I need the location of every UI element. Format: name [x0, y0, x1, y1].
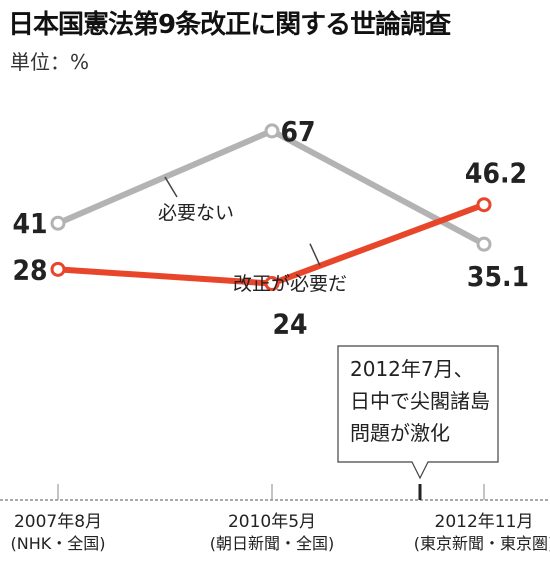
series-0-value-1: 67 — [280, 115, 315, 148]
unit-label: 単位：% — [10, 50, 90, 74]
series-0-value-0: 41 — [12, 207, 47, 240]
series-0-point-0 — [50, 215, 66, 231]
series-0-point-1 — [264, 123, 280, 139]
x-tick-label-0: 2007年8月 — [14, 512, 102, 532]
series-1-point-0 — [50, 261, 66, 277]
series-1-value-1: 24 — [272, 308, 307, 341]
series-0-value-2: 35.1 — [467, 260, 529, 293]
x-tick-source-2: (東京新聞・東京圏) — [414, 534, 550, 553]
annotation-line-1: 日中で尖閣諸島 — [350, 389, 490, 413]
series-0-point-2 — [476, 236, 492, 252]
annotation-line-2: 問題が激化 — [350, 421, 450, 445]
x-tick-source-0: (NHK・全国) — [11, 534, 106, 553]
series-line-1 — [55, 201, 487, 287]
annotation-callout-box — [337, 345, 499, 480]
series-0-label: 必要ない — [158, 202, 234, 224]
annotation-line-0: 2012年7月、 — [350, 357, 474, 381]
series-0-label-leader — [164, 176, 178, 198]
x-tick-label-2: 2012年11月 — [435, 512, 534, 532]
series-1-value-2: 46.2 — [465, 157, 527, 190]
x-tick-source-1: (朝日新聞・全国) — [210, 534, 335, 553]
chart-title: 日本国憲法第9条改正に関する世論調査 — [8, 10, 451, 40]
series-1-label-leader — [309, 243, 321, 267]
series-1-point-1 — [264, 276, 280, 292]
series-1-label: 改正が必要だ — [233, 273, 347, 295]
series-1-value-0: 28 — [12, 253, 47, 286]
x-tick-label-1: 2010年5月 — [228, 512, 316, 532]
series-1-point-2 — [476, 197, 492, 213]
